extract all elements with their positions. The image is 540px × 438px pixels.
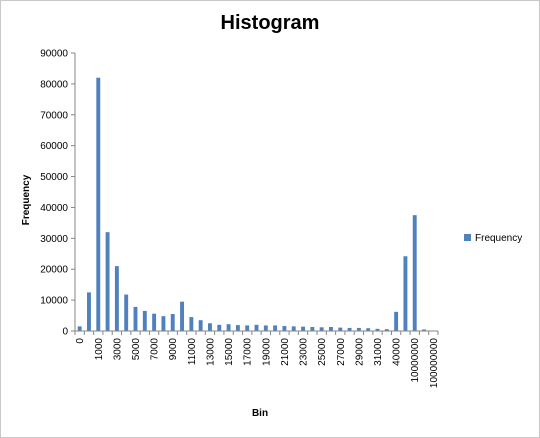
bar: [291, 326, 296, 331]
bar: [375, 328, 380, 331]
bar: [152, 313, 157, 331]
bar: [310, 326, 315, 331]
bar: [198, 320, 203, 331]
bar: [338, 327, 343, 331]
y-tick-label: 80000: [40, 79, 68, 90]
x-axis-ticks: 0 1000 3000 5000 7000 9000 11000 13000 15000 1700…: [74, 331, 440, 388]
bar: [189, 317, 194, 331]
bars: [77, 77, 426, 331]
x-tick-label: 13000: [205, 338, 216, 366]
bar: [263, 325, 268, 331]
x-tick-label: 19000: [261, 338, 272, 366]
x-tick-label: 40000: [392, 338, 403, 366]
bar: [235, 325, 240, 331]
x-tick-label: 21000: [280, 338, 291, 366]
bar: [422, 329, 426, 331]
y-tick-label: 40000: [40, 203, 68, 214]
bar: [77, 326, 82, 331]
x-tick-label: 31000: [373, 338, 384, 366]
y-tick-label: 10000: [40, 296, 68, 307]
bar: [142, 310, 147, 331]
y-tick-label: 70000: [40, 110, 68, 121]
bar: [273, 325, 278, 331]
x-tick-label: 17000: [243, 338, 254, 366]
bar: [87, 292, 91, 331]
x-tick-label: 15000: [224, 338, 235, 366]
bar: [124, 294, 129, 331]
bar: [226, 324, 231, 331]
x-tick-label: 11000: [187, 338, 198, 366]
bar: [403, 256, 408, 331]
x-tick-label: 1000: [94, 338, 105, 361]
bar: [412, 215, 417, 331]
bar: [384, 329, 389, 331]
bar: [217, 324, 222, 331]
y-tick-label: 20000: [40, 265, 68, 276]
y-tick-label: 60000: [40, 141, 68, 152]
bar: [394, 311, 399, 331]
x-tick-label: 29000: [354, 338, 365, 366]
legend-swatch: [464, 234, 471, 241]
bar: [356, 327, 361, 331]
bar: [319, 327, 324, 331]
bar: [366, 328, 371, 331]
x-tick-label: 7000: [150, 338, 161, 361]
x-tick-label: 9000: [168, 338, 179, 361]
x-tick-label: 5000: [131, 338, 142, 361]
bar: [114, 266, 119, 331]
bar: [347, 327, 352, 331]
y-axis-title: Frequency: [21, 174, 32, 225]
y-tick-label: 50000: [40, 172, 68, 183]
legend-label: Frequency: [475, 233, 522, 244]
y-tick-label: 0: [62, 327, 68, 338]
bar: [208, 323, 212, 331]
x-tick-label: 25000: [317, 338, 328, 366]
x-tick-label: 3000: [112, 338, 123, 361]
x-axis-title: Bin: [252, 408, 268, 419]
legend: Frequency: [464, 233, 522, 244]
bar: [301, 326, 305, 331]
chart-title: Histogram: [220, 12, 320, 34]
bar: [105, 232, 110, 331]
bar: [329, 326, 333, 331]
bar: [133, 306, 138, 331]
bar: [254, 324, 259, 331]
x-tick-label: 23000: [299, 338, 310, 366]
x-tick-label: 0: [75, 338, 86, 344]
bar: [245, 325, 250, 331]
bar: [282, 326, 287, 331]
y-tick-label: 90000: [40, 49, 68, 60]
bar: [170, 314, 175, 331]
bar: [161, 316, 166, 331]
bar: [96, 77, 101, 331]
y-tick-label: 30000: [40, 234, 68, 245]
x-tick-label: 27000: [336, 338, 347, 366]
x-tick-label: 10000000: [410, 338, 421, 383]
y-axis-ticks: 0 10000 20000 30000 40000 50000 60000 70000 8000…: [40, 49, 75, 338]
x-tick-label: 100000000: [429, 338, 440, 388]
bar: [180, 301, 184, 331]
